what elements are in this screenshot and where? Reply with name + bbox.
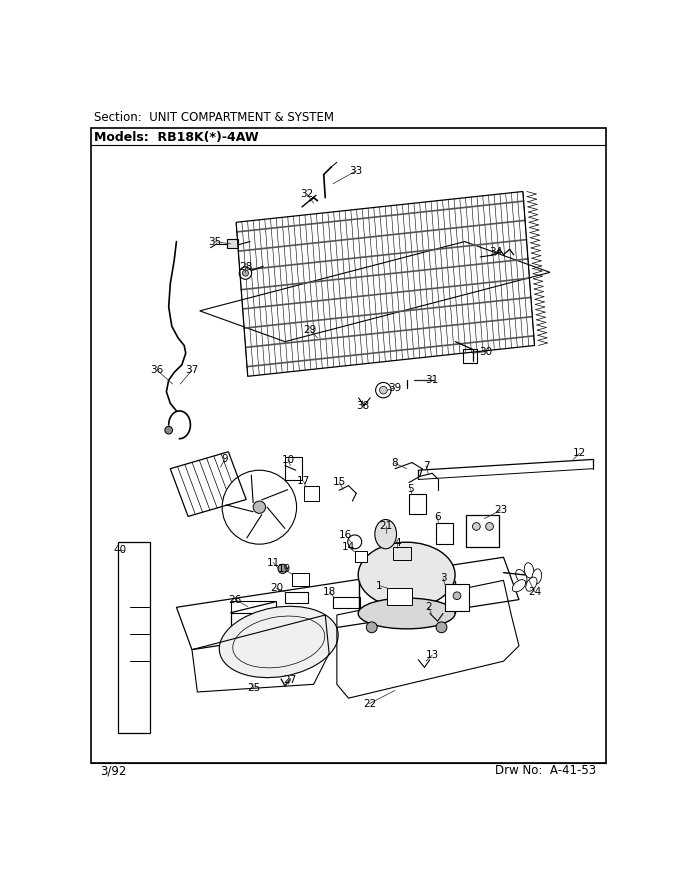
- Text: 33: 33: [350, 166, 363, 175]
- Text: 23: 23: [494, 506, 507, 515]
- Text: Models:  RB18K(*)-4AW: Models: RB18K(*)-4AW: [95, 131, 259, 144]
- Circle shape: [347, 535, 362, 549]
- Text: 6: 6: [435, 513, 441, 522]
- Text: 21: 21: [379, 521, 392, 530]
- Ellipse shape: [358, 598, 455, 629]
- Text: 11: 11: [267, 558, 280, 568]
- Text: 30: 30: [479, 347, 492, 357]
- Ellipse shape: [358, 542, 455, 608]
- Text: 5: 5: [407, 484, 414, 494]
- Text: 37: 37: [186, 365, 199, 376]
- Text: 1: 1: [376, 581, 383, 591]
- Text: 8: 8: [392, 458, 398, 468]
- Text: 17: 17: [297, 476, 310, 486]
- Circle shape: [375, 383, 391, 398]
- Text: Drw No:  A-41-53: Drw No: A-41-53: [495, 764, 596, 777]
- Text: 14: 14: [342, 542, 355, 552]
- Text: 34: 34: [489, 247, 503, 256]
- Text: 38: 38: [356, 400, 369, 410]
- Bar: [466, 515, 499, 547]
- Text: 3: 3: [440, 573, 446, 583]
- Text: 13: 13: [426, 650, 439, 660]
- Text: Section:  UNIT COMPARTMENT & SYSTEM: Section: UNIT COMPARTMENT & SYSTEM: [95, 111, 335, 124]
- Circle shape: [436, 622, 447, 633]
- Text: 24: 24: [528, 587, 541, 597]
- Text: 10: 10: [282, 455, 294, 465]
- Text: 40: 40: [114, 545, 126, 554]
- Ellipse shape: [524, 562, 534, 578]
- Bar: [355, 551, 367, 562]
- Circle shape: [165, 426, 173, 434]
- Text: 35: 35: [208, 237, 221, 247]
- Text: 25: 25: [248, 684, 260, 693]
- Text: 16: 16: [339, 530, 352, 540]
- Circle shape: [253, 501, 266, 514]
- Text: 3/92: 3/92: [101, 764, 127, 777]
- Bar: [333, 597, 360, 608]
- Text: 12: 12: [573, 449, 586, 458]
- Bar: [118, 542, 150, 732]
- Text: 19: 19: [277, 563, 291, 574]
- Text: 27: 27: [284, 676, 297, 685]
- Text: 28: 28: [239, 262, 252, 272]
- Ellipse shape: [526, 577, 537, 591]
- Bar: [231, 601, 275, 613]
- Ellipse shape: [532, 569, 541, 584]
- Text: 4: 4: [394, 538, 401, 547]
- Bar: [285, 457, 302, 481]
- Circle shape: [367, 622, 377, 633]
- Text: 7: 7: [423, 461, 429, 471]
- Text: 32: 32: [300, 189, 313, 198]
- Circle shape: [379, 386, 387, 394]
- Text: 36: 36: [150, 365, 164, 376]
- Text: 31: 31: [426, 376, 439, 385]
- Bar: [227, 239, 238, 248]
- Bar: [292, 573, 309, 586]
- Circle shape: [222, 470, 296, 544]
- Text: 20: 20: [270, 583, 283, 593]
- Circle shape: [486, 522, 494, 530]
- Circle shape: [278, 564, 287, 573]
- Bar: [463, 350, 477, 363]
- Text: 15: 15: [333, 477, 346, 487]
- Bar: [394, 547, 411, 560]
- Circle shape: [453, 592, 461, 600]
- Text: 29: 29: [303, 325, 316, 336]
- Bar: [387, 588, 412, 605]
- Text: 39: 39: [388, 383, 402, 392]
- Ellipse shape: [515, 570, 527, 584]
- Bar: [409, 494, 426, 514]
- Ellipse shape: [512, 579, 526, 592]
- Circle shape: [239, 267, 252, 279]
- Text: 22: 22: [363, 699, 376, 708]
- Text: 26: 26: [228, 595, 242, 604]
- Bar: [445, 584, 469, 611]
- Bar: [285, 592, 308, 603]
- Circle shape: [473, 522, 480, 530]
- Ellipse shape: [219, 606, 338, 677]
- Text: 18: 18: [323, 587, 337, 597]
- Ellipse shape: [375, 520, 396, 549]
- Circle shape: [242, 270, 248, 276]
- Text: 9: 9: [221, 455, 228, 465]
- Bar: [303, 486, 319, 501]
- Text: 2: 2: [425, 603, 432, 612]
- Bar: [436, 522, 453, 544]
